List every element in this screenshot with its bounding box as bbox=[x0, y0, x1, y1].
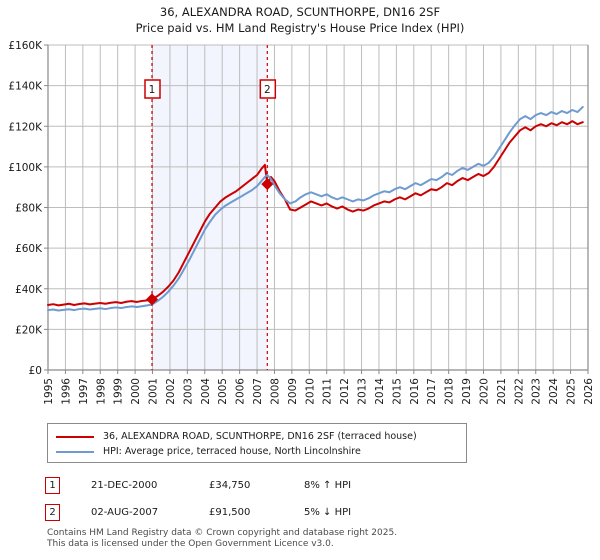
x-axis-tick-label: 1998 bbox=[95, 378, 107, 405]
x-axis-tick-label: 2025 bbox=[566, 378, 578, 405]
x-axis-tick-label: 2018 bbox=[444, 378, 456, 405]
x-axis-tick-label: 2017 bbox=[426, 378, 438, 405]
x-axis-tick-label: 2005 bbox=[217, 378, 229, 405]
y-axis-tick-label: £20K bbox=[15, 324, 43, 336]
transaction-hpi-delta-1: 8% ↑ HPI bbox=[304, 480, 352, 491]
sale-point-marker-2 bbox=[261, 178, 274, 191]
legend-swatch-price-paid bbox=[56, 435, 94, 438]
footer-line1: Contains HM Land Registry data © Crown c… bbox=[47, 528, 398, 538]
table-row: 2 02-AUG-2007 £91,500 5% ↓ HPI bbox=[45, 499, 475, 526]
sale-point-marker-1 bbox=[145, 293, 158, 306]
x-axis-tick-label: 2014 bbox=[374, 378, 386, 405]
y-axis-tick-label: £80K bbox=[15, 203, 43, 215]
x-axis-tick-label: 2007 bbox=[252, 378, 264, 405]
legend-label-price-paid: 36, ALEXANDRA ROAD, SCUNTHORPE, DN16 2SF… bbox=[103, 431, 417, 442]
marker-box-1 bbox=[144, 79, 161, 99]
x-axis-tick-label: 2019 bbox=[461, 378, 473, 405]
footer-attribution: Contains HM Land Registry data © Crown c… bbox=[47, 528, 567, 550]
transaction-marker-1: 1 bbox=[45, 477, 60, 494]
y-axis-tick-label: £160K bbox=[8, 40, 43, 52]
x-axis-tick-label: 2000 bbox=[130, 378, 142, 405]
chart-legend: 36, ALEXANDRA ROAD, SCUNTHORPE, DN16 2SF… bbox=[47, 423, 467, 463]
x-axis-tick-label: 2010 bbox=[304, 378, 316, 405]
transaction-date-2: 02-AUG-2007 bbox=[91, 507, 159, 518]
y-axis-tick-label: £120K bbox=[8, 121, 43, 133]
transaction-price-2: £91,500 bbox=[209, 507, 251, 518]
x-axis-tick-label: 2024 bbox=[548, 378, 560, 405]
x-axis-tick-label: 2006 bbox=[235, 378, 247, 405]
x-axis-tick-label: 1997 bbox=[78, 378, 90, 405]
x-axis-tick-label: 2001 bbox=[148, 378, 160, 405]
x-axis-tick-label: 2003 bbox=[182, 378, 194, 405]
marker-box-label-1: 1 bbox=[149, 84, 156, 96]
x-axis-tick-label: 2012 bbox=[339, 378, 351, 405]
series-line-price-paid bbox=[47, 120, 584, 307]
legend-item-hpi: HPI: Average price, terraced house, Nort… bbox=[56, 444, 458, 459]
transaction-marker-2: 2 bbox=[45, 504, 60, 521]
transaction-table: 1 21-DEC-2000 £34,750 8% ↑ HPI 2 02-AUG-… bbox=[45, 472, 475, 526]
transaction-date-1: 21-DEC-2000 bbox=[91, 480, 158, 491]
y-axis-tick-label: £60K bbox=[15, 243, 43, 255]
x-axis-tick-label: 2002 bbox=[165, 378, 177, 405]
transaction-hpi-delta-2: 5% ↓ HPI bbox=[304, 507, 352, 518]
marker-box-label-2: 2 bbox=[264, 84, 271, 96]
x-axis-tick-label: 2009 bbox=[287, 378, 299, 405]
y-axis-tick-label: £100K bbox=[8, 162, 43, 174]
price-history-chart: £0 £20K £40K £60K £80K £100K £120K £140K £160K 19… bbox=[8, 40, 595, 405]
table-row: 1 21-DEC-2000 £34,750 8% ↑ HPI bbox=[45, 472, 475, 499]
x-axis-tick-label: 2022 bbox=[513, 378, 525, 405]
x-axis-tick-label: 2020 bbox=[478, 378, 490, 405]
marker-box-2 bbox=[259, 79, 277, 99]
y-axis-tick-label: £0 bbox=[29, 365, 42, 377]
y-axis-tick-label: £140K bbox=[8, 81, 43, 93]
chart-title: 36, ALEXANDRA ROAD, SCUNTHORPE, DN16 2SF… bbox=[0, 4, 600, 36]
x-axis-tick-label: 2015 bbox=[391, 378, 403, 405]
chart-title-line2: Price paid vs. HM Land Registry's House … bbox=[135, 21, 465, 35]
series-line-hpi bbox=[47, 105, 584, 312]
x-axis-tick-label: 2004 bbox=[200, 378, 212, 405]
x-axis-tick-label: 2008 bbox=[269, 378, 281, 405]
y-axis-tick-label: £40K bbox=[15, 284, 43, 296]
x-axis-tick-label: 2016 bbox=[409, 378, 421, 405]
x-axis-tick-label: 1995 bbox=[43, 378, 55, 405]
x-axis-tick-label: 2011 bbox=[322, 378, 334, 405]
x-axis-tick-label: 2013 bbox=[357, 378, 369, 405]
chart-title-line1: 36, ALEXANDRA ROAD, SCUNTHORPE, DN16 2SF bbox=[159, 5, 441, 19]
x-axis-tick-label: 2023 bbox=[531, 378, 543, 405]
chart-plot-area: £0 £20K £40K £60K £80K £100K £120K £140K £160K 19… bbox=[8, 40, 595, 405]
x-axis-tick-label: 1996 bbox=[60, 378, 72, 405]
x-axis-tick-label: 1999 bbox=[113, 378, 125, 405]
transaction-price-1: £34,750 bbox=[209, 480, 251, 491]
x-axis-tick-label: 2026 bbox=[583, 378, 595, 405]
footer-line2: This data is licensed under the Open Gov… bbox=[47, 539, 334, 549]
legend-item-price-paid: 36, ALEXANDRA ROAD, SCUNTHORPE, DN16 2SF… bbox=[56, 429, 458, 444]
x-axis-tick-label: 2021 bbox=[496, 378, 508, 405]
legend-swatch-hpi bbox=[56, 450, 94, 453]
legend-label-hpi: HPI: Average price, terraced house, Nort… bbox=[103, 446, 361, 457]
